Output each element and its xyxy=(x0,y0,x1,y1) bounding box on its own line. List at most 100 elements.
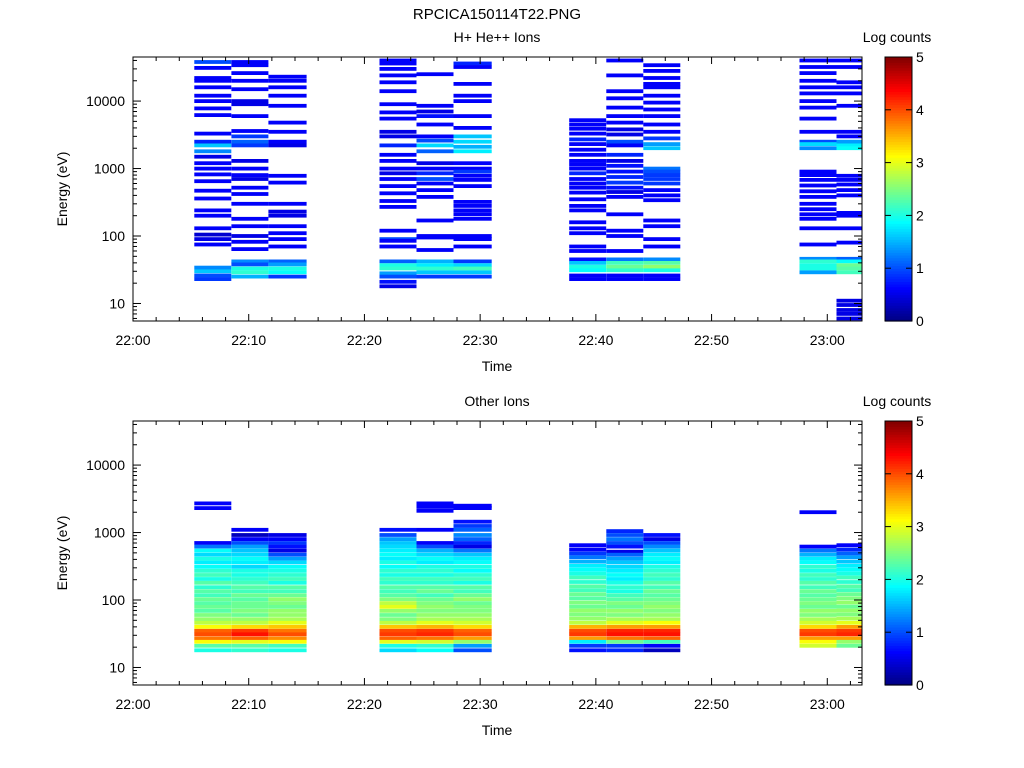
heatmap-cell xyxy=(416,617,454,622)
colorbar-segment xyxy=(885,566,912,570)
heatmap-cell xyxy=(569,208,607,213)
heatmap-cell xyxy=(379,58,417,63)
heatmap-cell xyxy=(231,266,269,271)
heatmap-cell xyxy=(606,175,644,179)
heatmap-cell xyxy=(194,226,232,231)
heatmap-cell xyxy=(643,541,681,545)
heatmap-cell xyxy=(231,643,269,648)
colorbar-segment xyxy=(885,175,912,180)
colorbar-segment xyxy=(885,252,912,256)
heatmap-cell xyxy=(643,261,681,265)
heatmap-cell xyxy=(379,648,417,653)
colorbar-segment xyxy=(885,508,912,512)
heatmap-cell xyxy=(453,208,492,213)
heatmap-cell xyxy=(194,609,232,613)
heatmap-cell xyxy=(453,573,492,577)
colorbar-segment xyxy=(885,225,912,230)
heatmap-cell xyxy=(453,126,492,130)
heatmap-cell xyxy=(453,625,492,629)
colorbar-segment xyxy=(885,83,912,87)
colorbar-segment xyxy=(885,241,912,246)
heatmap-cell xyxy=(799,259,837,264)
heatmap-cell xyxy=(416,218,454,223)
heatmap-cell xyxy=(836,584,862,589)
heatmap-cell xyxy=(643,597,681,602)
colorbar-segment xyxy=(885,658,912,662)
heatmap-cell xyxy=(799,556,837,561)
heatmap-cell xyxy=(569,122,607,127)
heatmap-cell xyxy=(569,264,607,269)
heatmap-cell xyxy=(453,580,492,585)
heatmap-cell xyxy=(379,589,417,594)
heatmap-cell xyxy=(799,565,837,569)
heatmap-cell xyxy=(453,178,492,182)
heatmap-cell xyxy=(836,85,862,90)
heatmap-cell xyxy=(606,169,644,174)
heatmap-cell xyxy=(569,547,607,552)
heatmap-cell xyxy=(231,569,269,573)
heatmap-cell xyxy=(379,541,417,545)
colorbar-segment xyxy=(885,513,912,517)
heatmap-cell xyxy=(268,78,307,83)
heatmap-cell xyxy=(569,273,607,278)
heatmap-cell xyxy=(643,166,681,171)
heatmap-cell xyxy=(268,636,307,641)
heatmap-cell xyxy=(194,585,232,590)
colorbar-segment xyxy=(885,152,912,156)
heatmap-cell xyxy=(453,533,492,537)
x-tick-label: 22:10 xyxy=(231,332,266,348)
heatmap-cell xyxy=(836,211,862,215)
heatmap-cell xyxy=(194,569,232,573)
heatmap-cell xyxy=(569,625,607,629)
colorbar-segment xyxy=(885,489,912,493)
colorbar-segment xyxy=(885,278,912,282)
colorbar-frame xyxy=(884,420,913,686)
heatmap-cell xyxy=(799,195,837,199)
heatmap-cell xyxy=(569,620,607,625)
colorbar-segment xyxy=(885,204,912,209)
colorbar-segment xyxy=(885,653,912,657)
colorbar-segment xyxy=(885,539,912,544)
heatmap-cell xyxy=(268,560,307,565)
colorbar-segment xyxy=(885,262,912,267)
heatmap-cell xyxy=(836,592,862,597)
x-tick-label: 22:10 xyxy=(231,696,266,712)
heatmap-cell xyxy=(836,178,862,182)
colorbar-segment xyxy=(885,597,912,602)
heatmap-cell xyxy=(836,588,862,593)
heatmap-cell xyxy=(569,185,607,190)
heatmap-cell xyxy=(643,609,681,613)
colorbar-segment xyxy=(885,626,912,631)
colorbar-segment xyxy=(885,500,912,504)
heatmap-cell xyxy=(231,527,269,532)
heatmap-cell xyxy=(268,231,307,236)
colorbar-segment xyxy=(885,584,912,588)
heatmap-cell xyxy=(231,270,269,275)
heatmap-cell xyxy=(231,632,269,637)
x-axis-label: Time xyxy=(482,722,513,738)
heatmap-cell xyxy=(453,144,492,149)
colorbar-segment xyxy=(885,465,912,470)
x-tick-label: 22:00 xyxy=(115,332,150,348)
heatmap-cell xyxy=(606,277,644,281)
heatmap-cell xyxy=(416,171,454,176)
heatmap-cell xyxy=(194,577,232,581)
colorbar: 0 1 2 3 4 5 xyxy=(884,413,924,693)
heatmap-cell xyxy=(569,261,607,265)
heatmap-cell xyxy=(836,303,862,307)
heatmap-cell xyxy=(606,544,644,549)
heatmap-cell xyxy=(194,589,232,594)
heatmap-cell xyxy=(453,506,492,510)
colorbar-segment xyxy=(885,671,912,676)
heatmap-cell xyxy=(453,643,492,648)
heatmap-cell xyxy=(606,529,644,533)
colorbar-segment xyxy=(885,560,912,565)
heatmap-cell xyxy=(379,609,417,613)
heatmap-cell xyxy=(194,154,232,159)
heatmap-cell xyxy=(379,632,417,637)
heatmap-cell xyxy=(836,616,862,621)
heatmap-cell xyxy=(836,58,862,63)
colorbar-tick-label: 2 xyxy=(916,571,924,587)
colorbar-segment xyxy=(885,191,912,195)
heatmap-cell xyxy=(643,169,681,174)
